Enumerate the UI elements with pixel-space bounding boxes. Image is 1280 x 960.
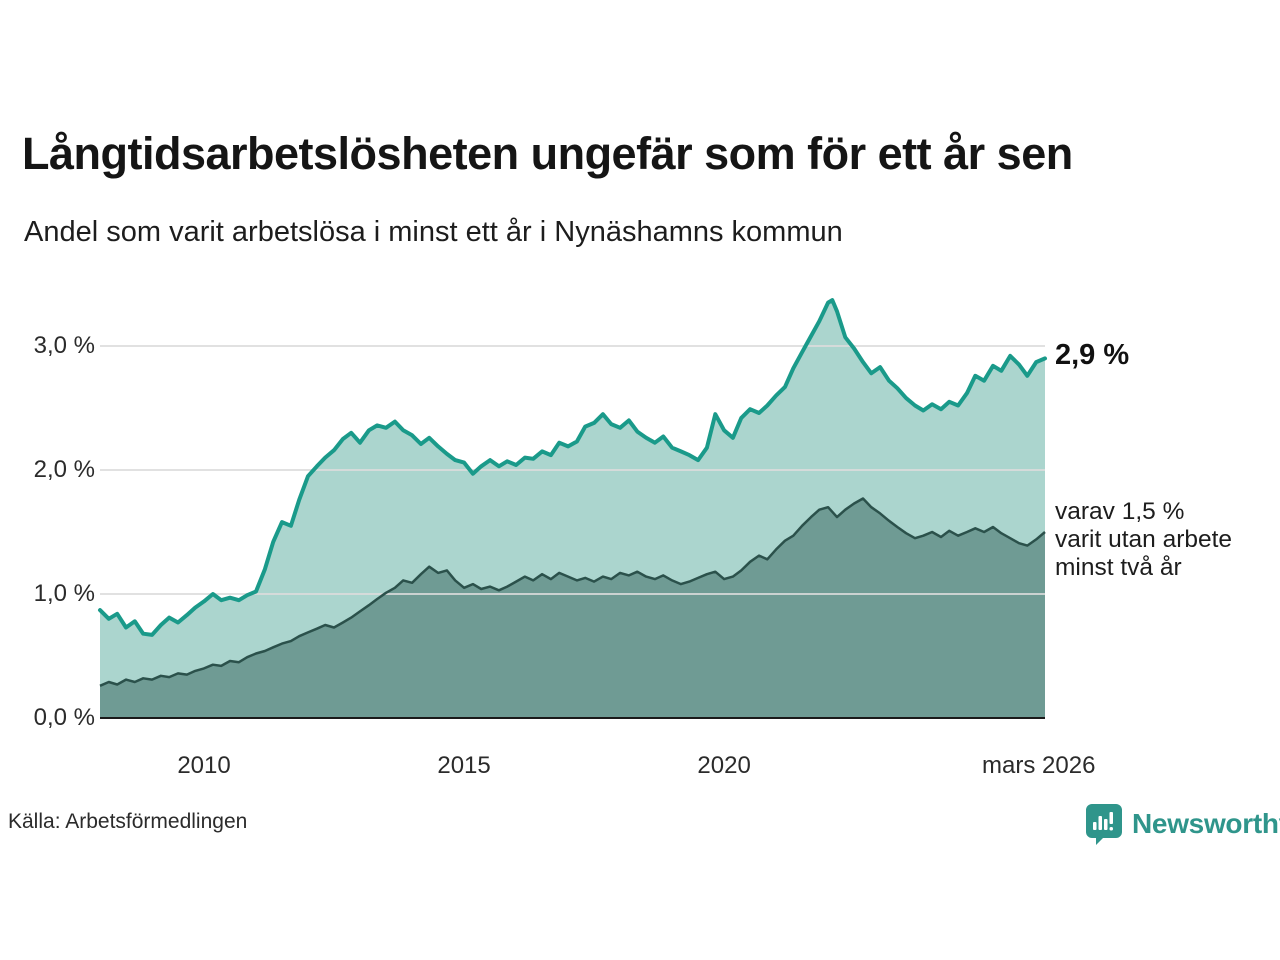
x-tick-label: 2020	[697, 752, 751, 779]
y-tick-label: 1,0 %	[33, 580, 95, 607]
chart-lines	[98, 298, 1047, 687]
line-unemployed-one-year	[98, 298, 1047, 637]
chart-subtitle: Andel som varit arbetslösa i minst ett å…	[24, 216, 843, 248]
x-tick-label: 2015	[437, 752, 491, 779]
newsworthy-wordmark: Newsworthy	[1132, 808, 1280, 839]
gridlines	[100, 345, 1045, 595]
page-title: Långtidsarbetslösheten ungefär som för e…	[22, 128, 1073, 179]
newsworthy-logo: Newsworthy	[1085, 803, 1280, 845]
two-year-annotation-line2: varit utan arbete	[1055, 526, 1233, 553]
two-year-annotation-line1: varav 1,5 %	[1055, 498, 1185, 525]
area-unemployed-two-years	[100, 498, 1045, 718]
y-tick-label: 0,0 %	[33, 704, 95, 731]
latest-value-annotation: 2,9 %	[1055, 339, 1130, 371]
y-tick-label: 3,0 %	[33, 332, 95, 359]
x-tick-label: 2010	[177, 752, 231, 779]
bar-chart-bubble-icon	[1086, 804, 1122, 845]
chart-areas	[100, 300, 1045, 718]
line-unemployed-two-years	[99, 497, 1046, 687]
two-year-annotation: varav 1,5 % varit utan arbete minst två …	[1055, 498, 1232, 582]
y-tick-label: 2,0 %	[33, 456, 95, 483]
x-tick-label: mars 2026	[982, 752, 1096, 779]
two-year-annotation-line3: minst två år	[1055, 554, 1182, 581]
source-caption: Källa: Arbetsförmedlingen	[8, 810, 248, 833]
